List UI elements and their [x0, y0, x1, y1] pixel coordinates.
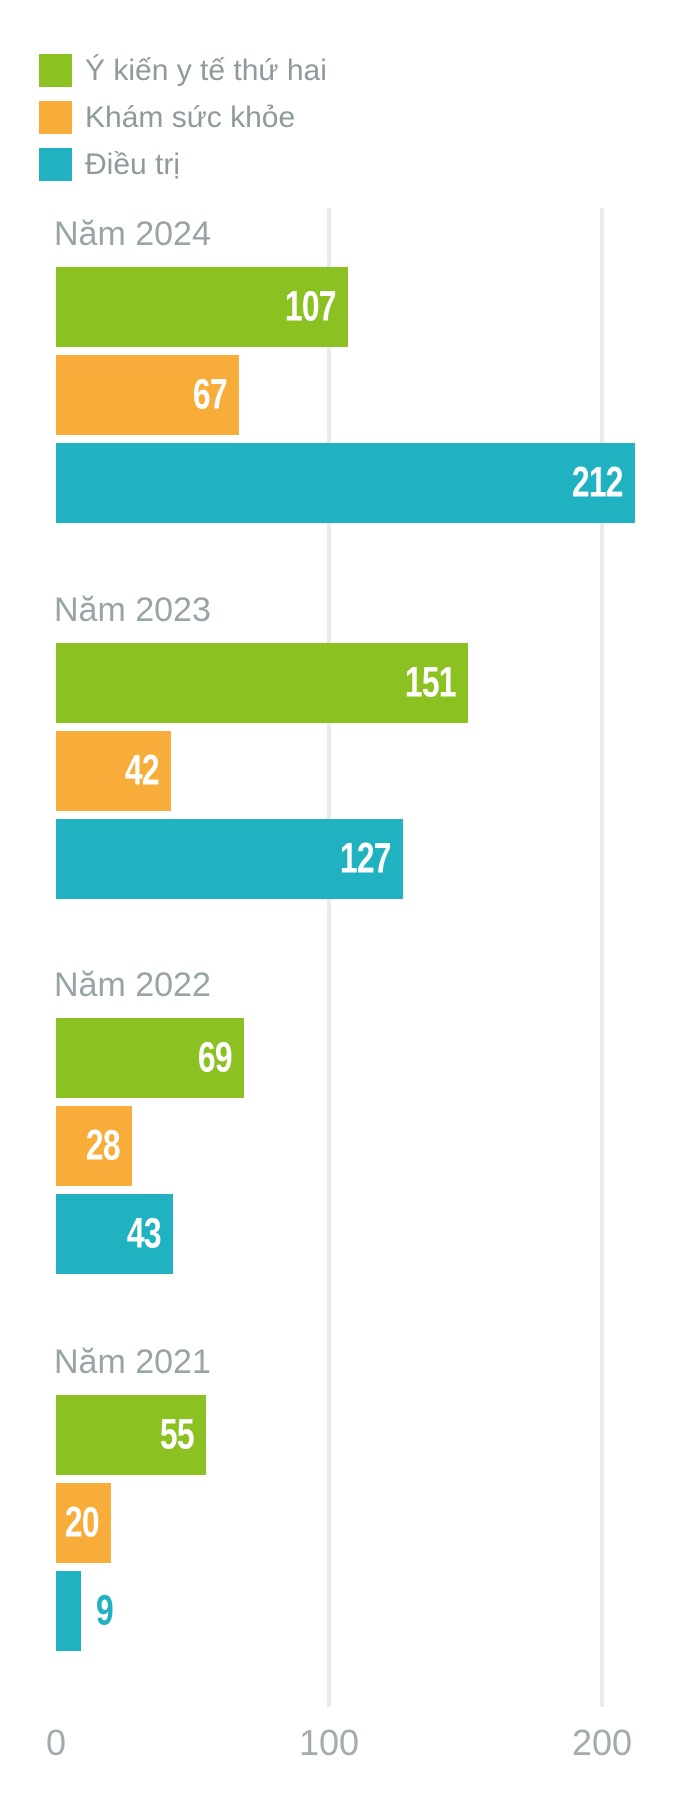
bar-value-label: 69	[198, 1033, 233, 1082]
legend-item: Ý kiến y tế thứ hai	[39, 54, 327, 87]
group-label: Năm 2023	[54, 591, 211, 629]
axis-tick-label: 200	[571, 1722, 633, 1763]
bar: 20	[56, 1483, 111, 1563]
bar: 28	[56, 1106, 132, 1186]
bar: 69	[56, 1018, 244, 1098]
legend-label: Điều trị	[85, 147, 181, 181]
bar: 43	[56, 1194, 173, 1274]
gridline-x100	[327, 208, 331, 1707]
group-label: Năm 2024	[54, 215, 211, 253]
bar: 127	[56, 819, 403, 899]
bar: 9	[56, 1571, 114, 1651]
bar-value-label: 151	[405, 658, 457, 707]
legend-item: Khám sức khỏe	[39, 101, 327, 134]
legend-swatch-green	[39, 54, 72, 87]
legend-label: Khám sức khỏe	[85, 100, 296, 134]
legend-label: Ý kiến y tế thứ hai	[85, 53, 327, 87]
bar: 67	[56, 355, 239, 435]
gridline-x200	[600, 208, 604, 1707]
bar: 151	[56, 643, 468, 723]
bar: 107	[56, 267, 348, 347]
bar-value-label: 28	[86, 1121, 121, 1170]
bar-value-label: 20	[65, 1498, 100, 1547]
bar-value-label: 107	[285, 282, 337, 331]
bar: 212	[56, 443, 635, 523]
group-label: Năm 2022	[54, 966, 211, 1004]
bar-value-label: 127	[340, 834, 392, 883]
legend-swatch-orange	[39, 101, 72, 134]
bar: 42	[56, 731, 171, 811]
bar-value-label: 55	[160, 1410, 195, 1459]
axis-tick-label: 0	[45, 1722, 67, 1763]
legend-swatch-teal	[39, 148, 72, 181]
bar-value-label: 42	[125, 746, 160, 795]
bar-value-label: 67	[193, 370, 228, 419]
bar-value-label: 9	[96, 1586, 114, 1635]
bar: 55	[56, 1395, 206, 1475]
axis-tick-label: 100	[298, 1722, 360, 1763]
bar-value-label: 212	[572, 458, 624, 507]
bar-value-label: 43	[127, 1209, 162, 1258]
legend: Ý kiến y tế thứ hai Khám sức khỏe Điều t…	[39, 54, 327, 195]
group-label: Năm 2021	[54, 1343, 211, 1381]
legend-item: Điều trị	[39, 148, 327, 181]
